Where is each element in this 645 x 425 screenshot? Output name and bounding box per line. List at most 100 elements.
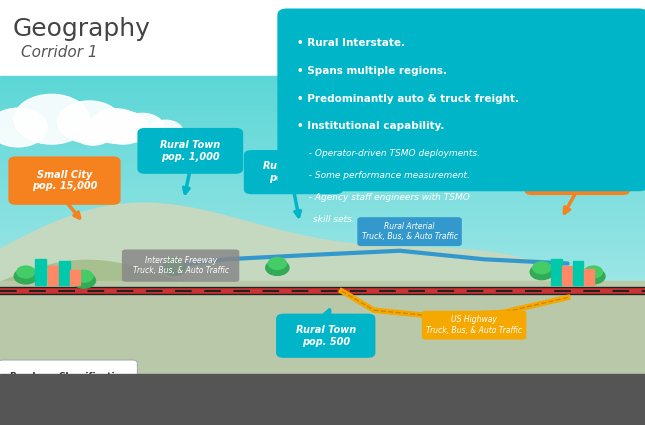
Circle shape <box>90 109 142 143</box>
Text: - US Highway: - US Highway <box>35 391 94 400</box>
Bar <box>0 290 645 294</box>
Circle shape <box>14 269 37 284</box>
Bar <box>0 210 645 213</box>
Bar <box>70 270 80 285</box>
Bar <box>0 189 645 193</box>
Bar <box>0 79 645 82</box>
Bar <box>0 284 645 288</box>
Bar <box>0 305 645 309</box>
Bar <box>0 236 645 240</box>
Bar <box>0 156 645 160</box>
Bar <box>0 150 645 154</box>
Bar <box>0 293 645 297</box>
Bar <box>0 370 645 374</box>
Text: - Operator-driven TSMO deployments.: - Operator-driven TSMO deployments. <box>303 149 480 158</box>
Bar <box>0 174 645 178</box>
Bar <box>0 280 645 374</box>
Circle shape <box>72 273 95 288</box>
Bar <box>0 94 645 97</box>
Bar <box>0 111 645 115</box>
Circle shape <box>72 118 114 145</box>
Text: US Highway
Truck, Bus, & Auto Traffic: US Highway Truck, Bus, & Auto Traffic <box>426 315 522 335</box>
Bar <box>0 192 645 196</box>
Bar <box>0 224 645 228</box>
Circle shape <box>148 120 183 143</box>
Text: - Rural Arterial: - Rural Arterial <box>35 403 99 413</box>
Circle shape <box>530 264 553 280</box>
FancyBboxPatch shape <box>524 149 630 195</box>
Bar <box>0 242 645 246</box>
Bar <box>0 334 645 338</box>
Bar <box>0 138 645 142</box>
Bar <box>0 171 645 175</box>
Bar <box>0 263 645 267</box>
Bar <box>0 108 645 112</box>
Bar <box>48 266 59 285</box>
Bar <box>0 355 645 359</box>
Bar <box>0 302 645 306</box>
Bar <box>0 245 645 249</box>
Bar <box>0 183 645 187</box>
FancyBboxPatch shape <box>244 150 343 194</box>
Bar <box>0 374 645 425</box>
Circle shape <box>14 94 89 144</box>
Bar <box>0 317 645 320</box>
Bar <box>0 186 645 190</box>
Bar <box>0 239 645 243</box>
Text: Rural Arterial
Truck, Bus, & Auto Traffic: Rural Arterial Truck, Bus, & Auto Traffi… <box>361 222 458 241</box>
Bar <box>0 311 645 314</box>
Text: • Spans multiple regions.: • Spans multiple regions. <box>297 66 447 76</box>
Bar <box>0 201 645 204</box>
Text: skill sets.: skill sets. <box>313 215 355 224</box>
Text: • Rural Interstate.: • Rural Interstate. <box>297 38 404 48</box>
Bar <box>0 0 645 76</box>
Bar <box>0 346 645 350</box>
Circle shape <box>584 266 602 278</box>
Circle shape <box>165 258 183 269</box>
Bar <box>0 180 645 184</box>
Bar <box>0 329 645 332</box>
Bar <box>0 352 645 356</box>
Bar <box>0 102 645 106</box>
Polygon shape <box>0 260 645 374</box>
Circle shape <box>57 101 121 143</box>
Bar <box>0 215 645 219</box>
Text: - Agency staff engineers with TSMO: - Agency staff engineers with TSMO <box>303 193 470 202</box>
Text: Small City
pop. 9,000: Small City pop. 9,000 <box>548 162 606 183</box>
Bar <box>0 251 645 255</box>
Bar <box>0 82 645 85</box>
Text: Corridor 1: Corridor 1 <box>21 45 98 60</box>
Bar <box>0 129 645 133</box>
Bar <box>0 349 645 353</box>
Bar <box>0 314 645 317</box>
Bar <box>0 227 645 231</box>
Bar <box>0 260 645 264</box>
Bar <box>0 269 645 273</box>
Bar <box>0 88 645 91</box>
Bar <box>0 218 645 222</box>
Bar <box>0 266 645 270</box>
Bar <box>0 272 645 276</box>
Bar <box>0 144 645 148</box>
Bar <box>0 96 645 100</box>
Circle shape <box>533 262 551 274</box>
Text: Interstate Freeway
Truck, Bus, & Auto Traffic: Interstate Freeway Truck, Bus, & Auto Tr… <box>132 256 229 275</box>
Bar <box>0 364 645 368</box>
Bar <box>551 259 562 285</box>
Bar <box>0 257 645 261</box>
Bar <box>0 233 645 237</box>
Bar <box>0 320 645 323</box>
Bar <box>0 147 645 151</box>
Bar <box>0 281 645 285</box>
Text: • Predominantly auto & truck freight.: • Predominantly auto & truck freight. <box>297 94 519 104</box>
Circle shape <box>266 260 289 275</box>
Bar <box>0 287 645 291</box>
Text: • Institutional capability.: • Institutional capability. <box>297 121 444 131</box>
Bar <box>584 269 594 285</box>
Bar <box>35 259 46 285</box>
Bar <box>0 120 645 124</box>
Bar <box>0 123 645 127</box>
Bar <box>0 141 645 145</box>
Bar <box>0 230 645 234</box>
Bar <box>562 266 573 285</box>
